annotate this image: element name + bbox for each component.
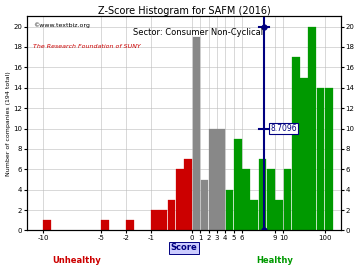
Bar	[259, 159, 266, 231]
Text: 8.7096: 8.7096	[270, 124, 297, 133]
Bar	[209, 129, 217, 231]
Bar	[325, 88, 333, 231]
Bar	[284, 169, 291, 231]
Text: Sector: Consumer Non-Cyclical: Sector: Consumer Non-Cyclical	[133, 28, 263, 37]
Bar	[126, 220, 134, 231]
Bar	[176, 169, 184, 231]
Bar	[159, 210, 167, 231]
Bar	[193, 37, 200, 231]
Bar	[226, 190, 233, 231]
Text: Unhealthy: Unhealthy	[52, 256, 100, 265]
Bar	[267, 169, 275, 231]
Bar	[292, 57, 300, 231]
Bar	[242, 169, 250, 231]
Bar	[201, 180, 208, 231]
Text: ©www.textbiz.org: ©www.textbiz.org	[33, 23, 90, 28]
Bar	[151, 210, 159, 231]
Text: Healthy: Healthy	[257, 256, 293, 265]
Title: Z-Score Histogram for SAFM (2016): Z-Score Histogram for SAFM (2016)	[98, 6, 270, 16]
Bar	[44, 220, 51, 231]
Bar	[168, 200, 175, 231]
Y-axis label: Number of companies (194 total): Number of companies (194 total)	[5, 71, 10, 176]
Bar	[309, 26, 316, 231]
Bar	[275, 200, 283, 231]
Bar	[251, 200, 258, 231]
Bar	[317, 88, 324, 231]
Bar	[217, 129, 225, 231]
X-axis label: Score: Score	[171, 244, 197, 252]
Bar	[300, 77, 308, 231]
Bar	[234, 139, 242, 231]
Text: The Research Foundation of SUNY: The Research Foundation of SUNY	[33, 44, 140, 49]
Bar	[102, 220, 109, 231]
Bar	[184, 159, 192, 231]
